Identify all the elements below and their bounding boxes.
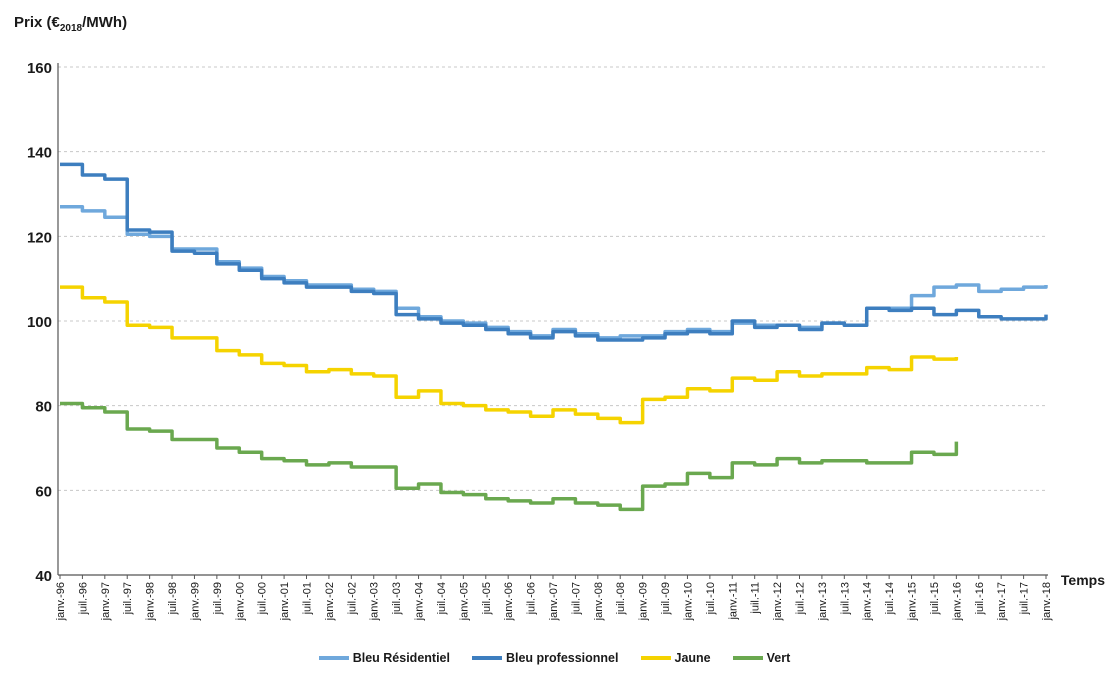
series-line-vert [60, 401, 959, 512]
x-tick-label: janv.-05 [458, 582, 470, 621]
x-tick-label: janv.-14 [862, 582, 874, 621]
legend-swatch [471, 656, 502, 660]
legend-label: Bleu Résidentiel [352, 651, 450, 665]
x-tick-label: juil.-96 [77, 582, 89, 615]
x-tick-label: janv.-03 [369, 582, 381, 621]
legend-item: Bleu professionnel [471, 651, 619, 665]
x-tick-label: juil.-09 [660, 582, 672, 615]
x-tick-label: juil.-02 [346, 582, 358, 615]
x-tick-label: juil.-16 [974, 582, 986, 615]
x-axis-title: Temps [1060, 572, 1105, 588]
legend-item: Vert [732, 651, 791, 665]
x-tick-label: janv.-13 [817, 582, 829, 621]
y-tick-label: 80 [35, 399, 52, 416]
legend-item: Bleu Résidentiel [318, 651, 450, 665]
x-tick-label: janv.-12 [772, 582, 784, 621]
x-tick-label: janv.-98 [145, 582, 157, 621]
x-tick-label: juil.-08 [615, 582, 627, 615]
legend-label: Jaune [674, 651, 711, 665]
x-tick-label: juil.-17 [1019, 582, 1031, 615]
x-tick-label: juil.-04 [436, 582, 448, 615]
x-tick-label: juil.-15 [929, 582, 941, 615]
x-tick-label: janv.-96 [55, 582, 67, 621]
x-tick-label: janv.-17 [996, 582, 1008, 621]
legend-item: Jaune [640, 651, 711, 665]
x-tick-label: janv.-99 [189, 582, 201, 621]
x-tick-label: juil.-07 [570, 582, 582, 615]
legend: Bleu Résidentiel Bleu professionnel Jaune V… [0, 651, 1109, 665]
legend-swatch [732, 656, 763, 660]
x-tick-label: janv.-15 [907, 582, 919, 621]
x-tick-label: janv.-11 [727, 582, 739, 621]
series-line-bleu-professionnel [60, 162, 1048, 342]
x-tick-label: juil.-03 [391, 582, 403, 615]
x-tick-label: janv.-97 [100, 582, 112, 621]
x-tick-label: janv.-16 [951, 582, 963, 621]
x-tick-label: juil.-11 [750, 582, 762, 615]
y-tick-label: 100 [27, 314, 52, 331]
x-tick-label: juil.-05 [481, 582, 493, 615]
x-tick-label: juil.-06 [526, 582, 538, 615]
y-tick-label: 140 [27, 145, 52, 162]
legend-label: Bleu professionnel [505, 651, 619, 665]
x-tick-label: janv.-10 [682, 582, 694, 621]
x-tick-label: janv.-00 [234, 582, 246, 621]
x-tick-label: juil.-00 [257, 582, 269, 615]
x-tick-label: juil.-97 [122, 582, 134, 615]
x-tick-label: juil.-01 [302, 582, 314, 615]
x-tick-label: janv.-18 [1041, 582, 1053, 621]
legend-swatch [640, 656, 671, 660]
x-tick-label: janv.-06 [503, 582, 515, 621]
x-tick-label: juil.-98 [167, 582, 179, 615]
x-tick-label: janv.-09 [638, 582, 650, 621]
y-axis-title: Prix (€2018/MWh) [14, 14, 128, 34]
x-tick-label: janv.-08 [593, 582, 605, 621]
x-tick-label: juil.-14 [884, 582, 896, 615]
x-tick-label: juil.-10 [705, 582, 717, 615]
y-tick-label: 160 [27, 60, 52, 77]
x-tick-label: juil.-13 [839, 582, 851, 615]
y-tick-label: 60 [35, 483, 52, 500]
x-tick-label: juil.-12 [795, 582, 807, 615]
x-tick-label: janv.-04 [414, 582, 426, 621]
x-tick-label: juil.-99 [212, 582, 224, 615]
x-tick-label: janv.-01 [279, 582, 291, 621]
series-line-jaune [60, 285, 959, 425]
y-tick-label: 40 [35, 568, 52, 585]
x-tick-label: janv.-02 [324, 582, 336, 621]
legend-swatch [318, 656, 349, 660]
y-tick-label: 120 [27, 229, 52, 246]
legend-label: Vert [766, 651, 791, 665]
x-tick-label: janv.-07 [548, 582, 560, 621]
series-line-bleu-résidentiel [60, 204, 1048, 340]
